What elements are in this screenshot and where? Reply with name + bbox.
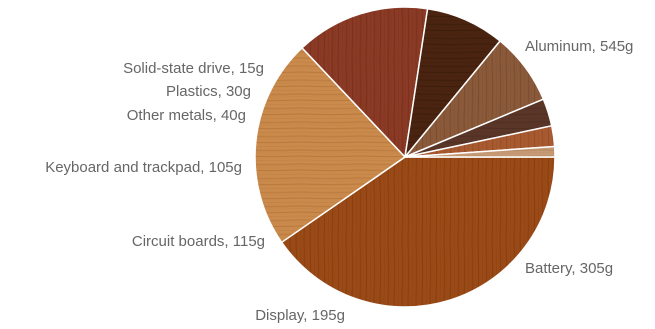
slice-label-solid-state-drive: Solid-state drive, 15g <box>123 60 264 77</box>
slice-label-keyboard-and-trackpad: Keyboard and trackpad, 105g <box>45 159 242 176</box>
slice-label-battery: Battery, 305g <box>525 260 613 277</box>
slice-label-aluminum: Aluminum, 545g <box>525 38 633 55</box>
slice-label-plastics: Plastics, 30g <box>166 83 251 100</box>
pie-slice-battery <box>254 47 406 244</box>
slice-label-display: Display, 195g <box>255 307 345 324</box>
slices-layer <box>254 6 556 308</box>
slice-label-other-metals: Other metals, 40g <box>127 107 246 124</box>
pie-slice-aluminum <box>280 156 556 308</box>
labels-layer: Aluminum, 545g Battery, 305g Display, 195g… <box>45 38 633 324</box>
pie-slice-solid-state-drive <box>404 145 556 158</box>
slice-label-circuit-boards: Circuit boards, 115g <box>132 233 265 250</box>
pie-slice-display <box>301 6 429 158</box>
